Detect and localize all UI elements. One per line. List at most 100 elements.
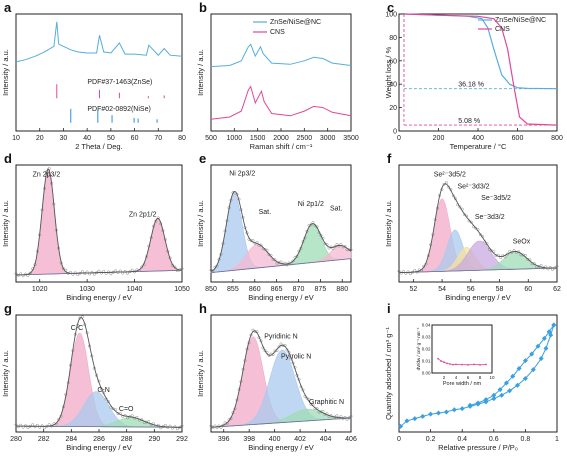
- data-point: [14, 423, 18, 427]
- plot-frame: [210, 164, 352, 283]
- x-tick-label: 286: [93, 436, 105, 443]
- baseline: [210, 258, 352, 273]
- isotherm-point: [499, 392, 505, 398]
- data-point: [156, 216, 160, 220]
- x-axis-label: Binding energy / eV: [248, 443, 313, 452]
- legend-label: ZnSe/NiSe@NC: [495, 17, 546, 24]
- data-point: [47, 423, 51, 427]
- x-tick-label: 396: [218, 436, 230, 443]
- isotherm-point: [510, 373, 516, 379]
- panel-a: 10 20 30 40 50 60 70 80 2 Theta / Deg. Intensity …: [1, 0, 186, 151]
- data-point: [305, 396, 309, 400]
- x-axis-label: Temperature / °C: [450, 142, 507, 151]
- inset-point: [452, 363, 454, 366]
- data-point: [408, 272, 412, 276]
- peak-label: C-C: [71, 325, 83, 332]
- fit-envelope: [210, 191, 352, 273]
- x-tick-label: 284: [65, 436, 77, 443]
- inset-x-tick-label: 10: [489, 375, 495, 380]
- peak-label: C=O: [119, 406, 134, 413]
- isotherm-point: [515, 382, 520, 388]
- data-point: [97, 269, 101, 273]
- baseline: [210, 417, 352, 428]
- panel-i: 0 0.2 0.4 0.6 0.8 1 Relative pressure / P/P₀ Qu…: [384, 301, 559, 452]
- isotherm-point: [443, 409, 449, 415]
- y-axis-label: Weight loss / %: [384, 46, 393, 98]
- x-tick-label: 850: [205, 286, 217, 293]
- x-tick-label: 875: [315, 286, 327, 293]
- x-tick-label: 880: [336, 286, 348, 293]
- isotherm-point: [459, 406, 465, 412]
- x-axis-label: 2 Theta / Deg.: [75, 142, 122, 151]
- residual-label: 36.18 %: [458, 82, 484, 89]
- fit-envelope: [399, 183, 558, 274]
- inset-pore-distribution: 2 4 6 8 10 0.00 0.01 0.02 0.03 0.04 Pore width / n…: [416, 323, 495, 388]
- data-point: [505, 252, 509, 256]
- isotherm-point: [404, 418, 410, 424]
- data-point: [319, 410, 323, 414]
- x-tick-label: 2000: [273, 135, 289, 142]
- x-tick-label: 3500: [343, 135, 359, 142]
- data-point: [173, 425, 177, 429]
- x-tick-label: 288: [121, 436, 133, 443]
- y-tick-label: 0: [393, 129, 397, 136]
- data-point: [126, 271, 129, 275]
- data-point: [123, 269, 127, 273]
- inset-point: [461, 363, 463, 366]
- x-tick-label: 80: [178, 135, 186, 142]
- panel-label: b: [199, 0, 207, 15]
- peak-label: Se⁻3d5/2: [481, 195, 511, 202]
- isotherm-point: [507, 388, 513, 394]
- isotherm-point: [503, 380, 509, 386]
- data-point: [175, 427, 179, 431]
- data-point: [99, 271, 103, 275]
- peak-label: Se²⁻3d5/2: [434, 172, 466, 179]
- data-point: [28, 271, 32, 275]
- x-tick-label: 292: [176, 436, 188, 443]
- data-point: [551, 268, 554, 271]
- data-point: [16, 273, 20, 277]
- y-axis-label: Intensity / a.u.: [196, 350, 205, 397]
- panel-label: g: [4, 301, 12, 316]
- isotherm-point: [543, 345, 549, 351]
- x-tick-label: 500: [205, 135, 217, 142]
- panel-label: a: [4, 0, 12, 15]
- x-tick-label: 1050: [174, 286, 190, 293]
- panel-label: i: [387, 301, 391, 316]
- x-tick-label: 62: [553, 286, 561, 293]
- x-tick-label: 800: [551, 135, 563, 142]
- data-point: [111, 407, 115, 411]
- inset-y-label: dV/dw / cm³ g⁻¹ nm⁻¹: [416, 327, 421, 370]
- data-point: [319, 234, 323, 237]
- panel-b: 500 1000 1500 2000 2500 3000 3500 Raman shift /…: [196, 0, 359, 151]
- panel-label: h: [199, 301, 207, 316]
- inset-frame: [431, 324, 493, 374]
- isotherm-point: [497, 387, 503, 393]
- isotherm-point: [535, 343, 541, 349]
- x-tick-label: 1020: [32, 286, 48, 293]
- x-tick-label: 404: [320, 436, 332, 443]
- x-tick-label: 60: [131, 135, 139, 142]
- inset-point: [473, 363, 475, 366]
- data-point: [92, 272, 96, 276]
- isotherm-point: [420, 413, 426, 419]
- panel-d: 1020 1030 1040 1050 Binding energy / eV Inten…: [1, 151, 190, 302]
- x-tick-label: 282: [38, 436, 50, 443]
- isotherm-point: [530, 367, 536, 373]
- isotherm-line-0: [400, 324, 555, 427]
- x-tick-label: 3000: [320, 135, 336, 142]
- inset-point: [443, 361, 445, 364]
- inset-x-label: Pore width / nm: [443, 381, 482, 387]
- isotherm-point: [412, 416, 418, 422]
- x-tick-label: 0.4: [457, 436, 467, 443]
- xrd-pattern-line: [15, 21, 183, 63]
- panel-label: d: [4, 151, 12, 166]
- data-point: [90, 270, 94, 274]
- peak-label: Sat.: [330, 206, 343, 213]
- y-tick-label: 60: [389, 58, 397, 65]
- legend-label: CNS: [270, 29, 285, 36]
- tga-line-1: [404, 13, 558, 126]
- ref-label-nise: PDF#02-0892(NiSe): [87, 106, 150, 113]
